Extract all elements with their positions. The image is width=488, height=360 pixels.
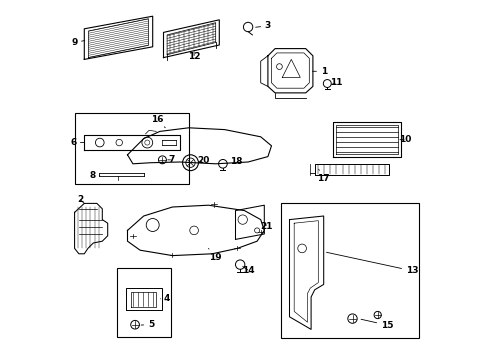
Text: 5: 5 — [141, 320, 154, 329]
Text: 19: 19 — [208, 248, 222, 262]
Text: 2: 2 — [77, 195, 84, 204]
Text: 12: 12 — [187, 52, 200, 61]
Text: 13: 13 — [326, 252, 417, 275]
Text: 15: 15 — [360, 319, 392, 330]
Text: 16: 16 — [151, 115, 165, 128]
Text: 21: 21 — [260, 222, 272, 231]
Text: 18: 18 — [227, 157, 243, 166]
Text: 14: 14 — [242, 266, 255, 275]
Bar — [117, 268, 170, 337]
Bar — [75, 113, 188, 184]
Text: 9: 9 — [71, 38, 84, 47]
Bar — [280, 203, 418, 338]
Text: 10: 10 — [398, 135, 411, 144]
Text: 6: 6 — [70, 138, 84, 147]
Text: 7: 7 — [167, 155, 175, 164]
Text: 20: 20 — [197, 156, 209, 165]
Text: 17: 17 — [317, 169, 329, 183]
Text: 3: 3 — [255, 21, 270, 30]
Text: 11: 11 — [329, 78, 342, 87]
Text: 4: 4 — [160, 294, 169, 303]
Text: 1: 1 — [312, 67, 326, 76]
Text: 8: 8 — [89, 171, 100, 180]
